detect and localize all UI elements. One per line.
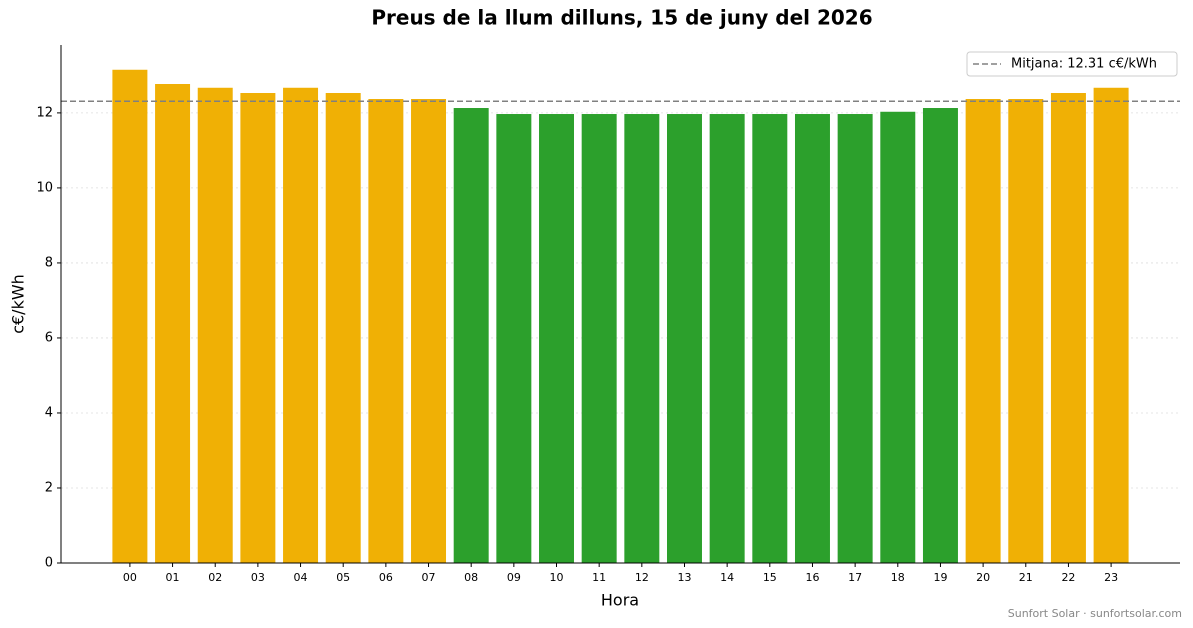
x-tick-label: 02 <box>208 571 222 584</box>
bar <box>1008 99 1044 563</box>
x-axis-label: Hora <box>601 591 639 610</box>
x-tick-label: 07 <box>422 571 436 584</box>
bar <box>624 114 660 563</box>
x-tick-label: 18 <box>891 571 905 584</box>
x-tick-label: 16 <box>805 571 819 584</box>
bar <box>197 87 233 563</box>
x-tick-label: 04 <box>294 571 308 584</box>
bar <box>1093 87 1129 563</box>
bar <box>539 114 574 563</box>
footer: Sunfort Solar · sunfortsolar.com <box>1008 607 1182 620</box>
bar <box>581 114 617 563</box>
x-tick-label: 17 <box>848 571 862 584</box>
bar <box>922 108 958 564</box>
bar <box>794 114 830 563</box>
bar <box>411 99 447 563</box>
x-tick-label: 21 <box>1019 571 1033 584</box>
y-tick-label: 8 <box>45 255 53 270</box>
x-tick-label: 03 <box>251 571 265 584</box>
bar <box>240 93 276 563</box>
x-tick-label: 14 <box>720 571 734 584</box>
x-tick-label: 05 <box>336 571 350 584</box>
bar <box>368 99 404 563</box>
y-tick-label: 2 <box>45 480 53 495</box>
bar <box>709 114 745 563</box>
x-tick-label: 09 <box>507 571 521 584</box>
bar <box>283 87 319 563</box>
chart-title: Preus de la llum dilluns, 15 de juny del… <box>371 6 872 30</box>
x-tick-label: 20 <box>976 571 990 584</box>
x-tick-label: 23 <box>1104 571 1118 584</box>
x-tick-label: 13 <box>677 571 691 584</box>
y-tick-label: 4 <box>45 405 53 420</box>
bar <box>965 99 1001 563</box>
bar <box>752 114 788 563</box>
y-axis-label: c€/kWh <box>9 274 28 334</box>
x-tick-label: 01 <box>166 571 180 584</box>
legend-box <box>966 51 1178 77</box>
x-tick-label: 15 <box>763 571 777 584</box>
bar <box>112 69 148 563</box>
x-tick-label: 11 <box>592 571 606 584</box>
bar <box>155 84 191 564</box>
bar <box>880 111 916 563</box>
y-tick-label: 6 <box>45 330 53 345</box>
bar <box>667 114 702 563</box>
y-tick-label: 12 <box>36 105 53 120</box>
x-tick-label: 00 <box>123 571 137 584</box>
legend-label: Mitjana: 12.31 c€/kWh <box>1011 57 1157 72</box>
x-tick-label: 12 <box>635 571 649 584</box>
y-tick-label: 0 <box>45 556 53 571</box>
bar <box>453 108 489 564</box>
y-tick-label: 10 <box>36 180 53 195</box>
x-tick-label: 19 <box>933 571 947 584</box>
bar <box>1050 93 1086 563</box>
bar <box>496 114 532 563</box>
x-tick-label: 08 <box>464 571 478 584</box>
bar <box>325 93 361 563</box>
bar <box>837 114 873 563</box>
x-tick-label: 06 <box>379 571 393 584</box>
x-tick-label: 10 <box>550 571 564 584</box>
x-tick-label: 22 <box>1061 571 1075 584</box>
